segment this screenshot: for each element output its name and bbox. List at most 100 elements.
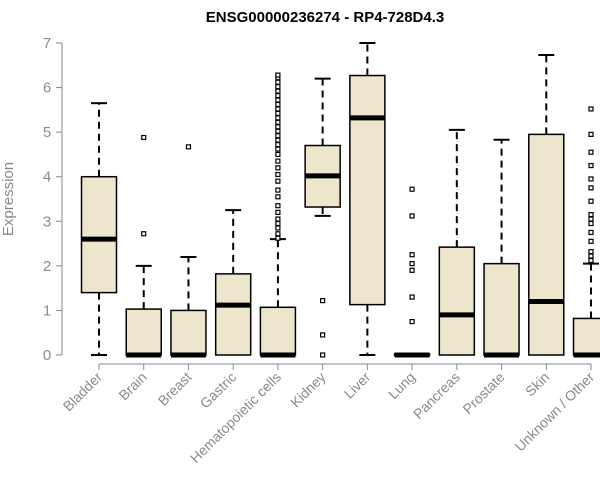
x-tick-label: Bladder — [60, 369, 106, 415]
outlier-point — [141, 231, 147, 237]
x-tick-label: Unknown / Other — [512, 369, 598, 455]
outlier-point — [588, 162, 594, 169]
outlier-point — [588, 106, 594, 112]
outlier-point — [185, 144, 192, 150]
x-tick-label: Gastric — [197, 369, 240, 412]
box-rect — [349, 74, 386, 306]
box-rect — [259, 306, 297, 356]
outlier-point — [588, 212, 594, 218]
x-tick-label: Skin — [522, 369, 553, 400]
box-breast — [170, 144, 207, 358]
outlier-point — [275, 203, 281, 209]
outlier-point — [409, 186, 415, 192]
outlier-point — [141, 134, 147, 141]
y-axis: 0 1 2 3 4 5 6 7 — [43, 35, 63, 364]
y-tick-label: 6 — [43, 80, 51, 97]
outlier-point — [275, 235, 281, 241]
outlier-point — [275, 146, 281, 152]
x-tick-label: Kidney — [287, 369, 329, 411]
box-rect — [214, 273, 252, 356]
outlier-point — [275, 209, 281, 215]
box-rect — [80, 175, 118, 294]
outlier-point — [275, 92, 281, 99]
outlier-point — [275, 151, 281, 158]
outlier-point — [275, 133, 281, 139]
outlier-point — [588, 238, 594, 244]
outlier-point — [275, 124, 281, 130]
y-axis-label: Expression — [0, 162, 17, 236]
box-liver — [349, 42, 386, 356]
outlier-point — [275, 119, 281, 125]
box-rect — [170, 309, 207, 356]
outlier-point — [275, 142, 281, 148]
box-rect — [125, 308, 162, 356]
outlier-point — [275, 88, 281, 94]
outlier-point — [275, 110, 281, 117]
y-tick-label: 3 — [43, 213, 51, 230]
x-tick-label: Liver — [341, 369, 374, 402]
box-brain — [125, 134, 162, 358]
y-tick-label: 4 — [43, 169, 51, 186]
outlier-point — [409, 294, 415, 300]
outlier-point — [588, 229, 594, 236]
outlier-point — [588, 185, 594, 191]
outlier-point — [275, 84, 281, 90]
outlier-point — [588, 248, 594, 255]
outlier-point — [275, 158, 281, 164]
outlier-point — [275, 225, 281, 231]
x-tick-label: Breast — [155, 369, 195, 409]
outlier-point — [275, 187, 281, 193]
outlier-point — [409, 261, 415, 267]
outlier-point — [275, 101, 281, 108]
box-rect — [528, 133, 565, 356]
outlier-point — [275, 97, 281, 103]
outlier-point — [588, 220, 594, 227]
outlier-point — [275, 128, 281, 134]
outlier-point — [275, 106, 281, 112]
outlier-point — [320, 332, 326, 338]
boxes-group — [80, 42, 600, 358]
box-gastric — [214, 209, 252, 356]
box-kidney — [304, 77, 341, 358]
outlier-point — [275, 72, 281, 78]
outlier-point — [275, 216, 281, 222]
outlier-point — [588, 198, 594, 204]
outlier-point — [588, 176, 594, 182]
outlier-point — [275, 165, 281, 171]
y-tick-label: 7 — [43, 35, 51, 52]
outlier-point — [409, 318, 415, 325]
outlier-point — [275, 231, 281, 237]
chart-title: ENSG00000236274 - RP4-728D4.3 — [206, 9, 445, 26]
outlier-point — [588, 131, 594, 137]
outlier-point — [588, 253, 594, 259]
box-pancreas — [438, 128, 476, 356]
box-rect — [572, 317, 600, 356]
x-tick-label: Pancreas — [410, 369, 463, 422]
y-tick-label: 2 — [43, 258, 51, 275]
outlier-point — [275, 194, 281, 200]
outlier-point — [409, 213, 415, 219]
y-tick-label: 0 — [43, 347, 51, 364]
box-rect — [438, 246, 476, 356]
x-tick-label: Brain — [115, 369, 149, 403]
outlier-point — [275, 79, 281, 85]
box-prostate — [483, 138, 520, 358]
outlier-point — [588, 216, 594, 222]
box-hematopoietic-cells — [259, 72, 297, 358]
outlier-point — [320, 352, 326, 358]
x-tick-label: Lung — [385, 369, 418, 402]
box-unknown-other — [572, 106, 600, 358]
outlier-point — [320, 298, 326, 304]
outlier-point — [275, 115, 281, 121]
outlier-point — [275, 220, 281, 227]
outlier-point — [588, 149, 594, 155]
outlier-point — [275, 178, 281, 184]
outlier-point — [275, 137, 281, 143]
y-tick-label: 5 — [43, 124, 51, 141]
outlier-point — [409, 252, 415, 258]
box-bladder — [80, 102, 118, 356]
y-tick-label: 1 — [43, 302, 51, 319]
outlier-point — [409, 267, 415, 273]
